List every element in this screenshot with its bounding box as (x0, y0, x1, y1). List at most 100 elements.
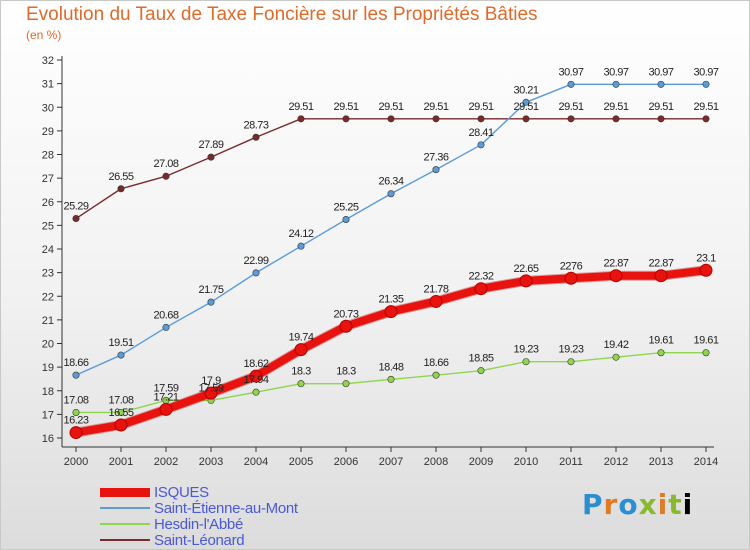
y-tick-label: 25 (42, 220, 54, 232)
data-label: 28.73 (243, 119, 268, 131)
data-label: 29.51 (513, 101, 538, 113)
data-label: 20.68 (153, 309, 178, 321)
data-label: 17.94 (243, 374, 268, 386)
brand-letter: r (603, 488, 619, 521)
data-label: 19.61 (693, 335, 718, 347)
data-point (162, 172, 170, 180)
data-label: 26.34 (378, 176, 403, 188)
data-point (339, 319, 353, 333)
data-label: 2276 (560, 260, 583, 272)
data-point (252, 388, 260, 396)
data-point (297, 380, 305, 388)
data-label: 18.66 (423, 357, 448, 369)
data-label: 17.59 (198, 382, 223, 394)
data-label: 29.51 (558, 101, 583, 113)
series-line (75, 83, 707, 376)
data-label: 18.85 (468, 353, 493, 365)
data-label: 25.25 (333, 201, 358, 213)
y-tick-label: 22 (42, 291, 54, 303)
data-point (702, 115, 710, 123)
data-point (72, 371, 80, 379)
data-point (657, 80, 665, 88)
data-point (204, 386, 218, 400)
x-tick-label: 2001 (109, 456, 133, 468)
data-label: 16.23 (63, 415, 88, 427)
legend-label-isques: ISQUES (154, 483, 209, 501)
data-label: 28.41 (468, 127, 493, 139)
data-point (477, 115, 485, 123)
data-label: 19.42 (603, 339, 628, 351)
unit-label: (en %) (26, 28, 62, 42)
data-label: 18.3 (336, 366, 356, 378)
data-label: 23.1 (696, 252, 716, 264)
data-point (207, 153, 215, 161)
data-point (117, 185, 125, 193)
y-tick-label: 32 (42, 55, 54, 67)
x-tick-label: 2009 (469, 456, 493, 468)
data-label: 29.51 (423, 101, 448, 113)
data-label: 17.21 (153, 391, 178, 403)
x-tick-label: 2006 (334, 456, 358, 468)
legend-item-saint-etienne: Saint-Étienne-au-Mont (100, 500, 298, 517)
x-tick-label: 2002 (154, 456, 178, 468)
data-label: 22.32 (468, 271, 493, 283)
data-label: 18.3 (291, 366, 311, 378)
data-point (72, 215, 80, 223)
data-point (297, 115, 305, 123)
data-point (342, 380, 350, 388)
data-point (612, 80, 620, 88)
data-point (702, 349, 710, 357)
data-point (474, 282, 488, 296)
legend-label-hesdin: Hesdin-l'Abbé (154, 515, 244, 533)
data-label: 18.62 (243, 358, 268, 370)
data-label: 20.73 (333, 308, 358, 320)
data-point (657, 349, 665, 357)
data-label: 17.08 (63, 394, 88, 406)
data-point (252, 269, 260, 277)
data-point (294, 343, 308, 357)
legend-item-hesdin: Hesdin-l'Abbé (100, 515, 298, 533)
data-label: 27.08 (153, 158, 178, 170)
data-point (477, 367, 485, 375)
chart-title: Evolution du Taux de Taxe Foncière sur l… (26, 4, 538, 25)
y-tick-label: 23 (42, 268, 54, 280)
data-point (159, 402, 173, 416)
brand-letter: x (638, 488, 658, 521)
data-point (69, 426, 83, 440)
data-point (342, 115, 350, 123)
data-label: 26.55 (108, 171, 133, 183)
x-tick-label: 2003 (199, 456, 223, 468)
data-point (519, 274, 533, 288)
data-label: 19.61 (648, 335, 673, 347)
data-label: 19.23 (513, 344, 538, 356)
legend-swatch-saint-etienne (100, 507, 150, 509)
y-tick-label: 30 (42, 102, 54, 114)
data-label: 17.59 (153, 382, 178, 394)
data-point (657, 115, 665, 123)
data-label: 19.74 (288, 332, 313, 344)
data-point (387, 375, 395, 383)
data-label: 29.51 (648, 101, 673, 113)
data-point (654, 269, 668, 283)
data-point (252, 133, 260, 141)
x-tick-label: 2004 (244, 456, 268, 468)
legend-swatch-hesdin (100, 523, 150, 525)
data-label: 27.36 (423, 152, 448, 164)
data-label: 25.29 (63, 201, 88, 213)
y-tick-label: 21 (42, 315, 54, 327)
data-label: 19.23 (558, 344, 583, 356)
data-label: 21.75 (198, 284, 223, 296)
legend-swatch-isques (100, 487, 150, 497)
data-label: 30.97 (603, 66, 628, 78)
x-tick-label: 2000 (64, 456, 88, 468)
data-label: 19.51 (108, 337, 133, 349)
data-point (162, 323, 170, 331)
y-tick-label: 16 (42, 433, 54, 445)
data-point (522, 98, 530, 106)
data-label: 29.51 (333, 101, 358, 113)
data-point (114, 418, 128, 432)
data-label: 17.08 (108, 394, 133, 406)
brand-letter: o (618, 488, 639, 521)
data-point (432, 371, 440, 379)
